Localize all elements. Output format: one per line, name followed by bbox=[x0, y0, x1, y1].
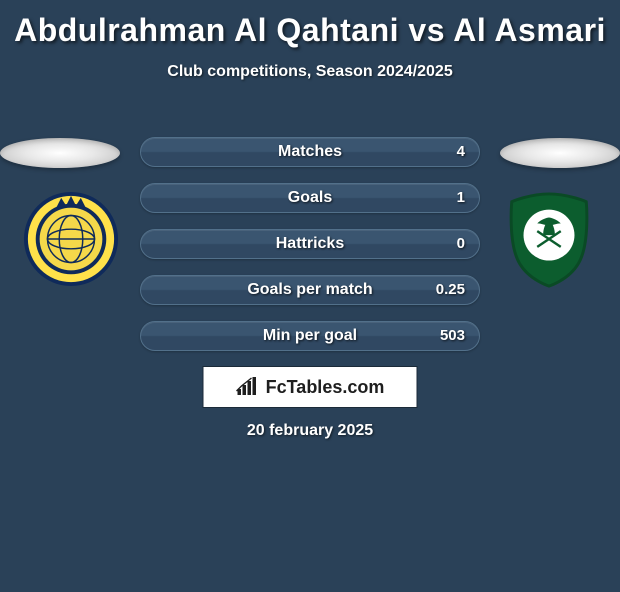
stat-label: Min per goal bbox=[141, 322, 479, 350]
footer-date: 20 february 2025 bbox=[0, 422, 620, 440]
crest-left-svg bbox=[22, 190, 120, 288]
player-photo-right bbox=[500, 138, 620, 168]
stat-label: Hattricks bbox=[141, 230, 479, 258]
stat-label: Matches bbox=[141, 138, 479, 166]
stat-right-value: 0.25 bbox=[436, 276, 465, 304]
page-title: Abdulrahman Al Qahtani vs Al Asmari bbox=[0, 12, 620, 49]
stat-right-value: 4 bbox=[457, 138, 465, 166]
player-photo-left bbox=[0, 138, 120, 168]
brand-box: FcTables.com bbox=[203, 366, 418, 408]
club-crest-right bbox=[500, 190, 598, 288]
brand-text: FcTables.com bbox=[266, 377, 385, 398]
subtitle: Club competitions, Season 2024/2025 bbox=[0, 63, 620, 81]
bar-chart-icon bbox=[236, 377, 260, 397]
stat-label: Goals bbox=[141, 184, 479, 212]
stat-row-goals: Goals 1 bbox=[140, 183, 480, 213]
stat-row-min-per-goal: Min per goal 503 bbox=[140, 321, 480, 351]
stat-label: Goals per match bbox=[141, 276, 479, 304]
stats-block: Matches 4 Goals 1 Hattricks 0 Goals per … bbox=[140, 137, 480, 367]
stat-right-value: 1 bbox=[457, 184, 465, 212]
stat-row-goals-per-match: Goals per match 0.25 bbox=[140, 275, 480, 305]
crest-right-svg bbox=[500, 190, 598, 288]
stat-right-value: 503 bbox=[440, 322, 465, 350]
stat-right-value: 0 bbox=[457, 230, 465, 258]
stat-row-hattricks: Hattricks 0 bbox=[140, 229, 480, 259]
club-crest-left bbox=[22, 190, 120, 288]
stat-row-matches: Matches 4 bbox=[140, 137, 480, 167]
